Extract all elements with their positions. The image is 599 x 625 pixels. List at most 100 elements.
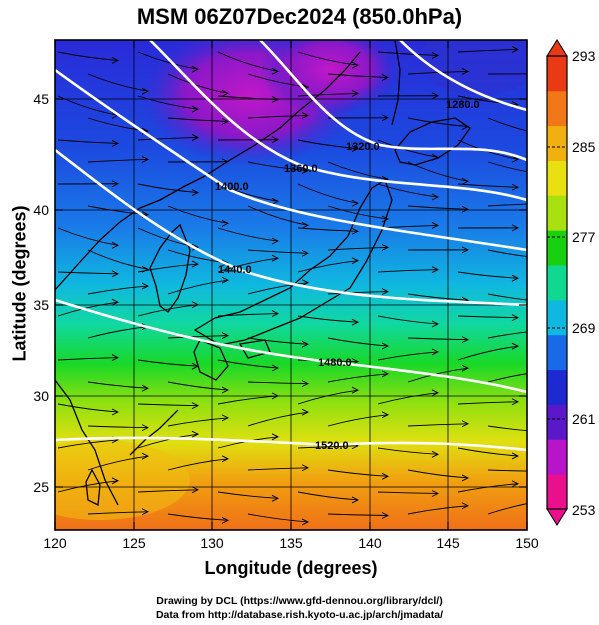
streamline (57, 301, 119, 317)
contour-label-1400: 1400.0 (215, 181, 249, 193)
streamline (457, 401, 519, 405)
streamline (457, 271, 519, 279)
streamline (217, 51, 279, 72)
streamline-arrow (141, 452, 150, 460)
streamline (377, 447, 439, 455)
streamline (457, 183, 519, 188)
streamline-arrow (351, 227, 360, 235)
contour-1480 (55, 298, 527, 394)
streamline (407, 469, 469, 479)
streamline-arrow (111, 408, 120, 416)
coast-china-east (55, 175, 206, 291)
streamline (487, 469, 527, 472)
streamline-arrow (271, 136, 280, 144)
streamline-arrow (271, 433, 280, 441)
streamline-arrow (431, 52, 440, 59)
streamline (87, 381, 149, 389)
streamline-arrow (511, 314, 520, 322)
streamline (87, 249, 149, 270)
streamline (377, 139, 439, 158)
streamline-arrow (271, 237, 280, 245)
streamline (377, 392, 439, 405)
x-tick-label: 125 (122, 535, 146, 551)
streamline-arrow (191, 105, 200, 113)
streamline (297, 183, 359, 204)
x-tick-label: 145 (436, 535, 460, 551)
streamline-arrow (191, 402, 200, 410)
streamline (407, 293, 469, 301)
colorbar-tick-label: 269 (572, 320, 596, 336)
colorbar-tick-label: 253 (572, 502, 596, 518)
streamline-arrow (461, 246, 470, 254)
streamline-arrow (511, 452, 520, 460)
streamline-arrow (511, 342, 520, 350)
streamline (297, 139, 359, 150)
cold-core-right (260, 40, 400, 115)
streamline-arrow (141, 508, 150, 516)
streamline (297, 260, 359, 273)
streamline (487, 425, 527, 432)
streamline (377, 51, 439, 56)
y-axis-ticks: 25 30 35 40 45 (33, 91, 527, 495)
contour-1320 (259, 40, 527, 162)
streamline-arrow (221, 455, 230, 463)
streamline (487, 503, 527, 515)
streamline (87, 455, 149, 471)
colorbar-segment (547, 195, 567, 231)
streamline-arrow (221, 414, 230, 422)
streamline-arrow (191, 243, 200, 251)
colorbar-arrow-top (546, 39, 568, 57)
streamline-arrow (111, 298, 120, 306)
streamline (457, 447, 519, 457)
streamline (247, 411, 309, 427)
coast-shikoku (238, 339, 271, 359)
streamline-arrow (271, 310, 280, 317)
streamline-arrow (271, 364, 280, 372)
contour-1280 (399, 40, 527, 112)
streamline (137, 304, 199, 317)
streamline-arrow (191, 65, 200, 73)
streamline (87, 159, 149, 163)
streamline-arrow (111, 270, 120, 278)
streamline-arrow (191, 301, 200, 309)
streamline-arrow (221, 89, 230, 97)
streamline-arrow (431, 266, 440, 273)
streamline-arrow (221, 259, 230, 267)
coast-hokkaido (394, 117, 471, 166)
streamline-arrow (351, 257, 360, 265)
streamline-arrow (221, 332, 230, 339)
streamline-arrow (431, 92, 440, 100)
streamline-arrow (511, 480, 520, 488)
map-title: MSM 06Z07Dec2024 (850.0hPa) (136, 4, 463, 29)
streamline (57, 51, 119, 61)
streamline-arrow (271, 392, 280, 400)
streamline-arrow (381, 288, 390, 295)
colorbar-segment (547, 125, 567, 161)
streamline-arrow (381, 512, 390, 519)
streamline (247, 205, 309, 226)
contour-label-1320: 1320.0 (346, 141, 380, 153)
credit-data: Data from http://database.rish.kyoto-u.a… (155, 609, 444, 621)
streamline (297, 445, 359, 449)
streamline-arrow (351, 145, 360, 152)
streamline-arrow (141, 384, 150, 392)
streamline (457, 49, 519, 53)
streamline-arrow (351, 199, 360, 207)
streamline (217, 257, 279, 273)
streamline (327, 337, 389, 347)
contour-1400 (55, 68, 527, 252)
streamline (377, 183, 439, 198)
streamline-arrow (511, 398, 520, 406)
streamline (407, 117, 469, 128)
x-tick-label: 120 (43, 535, 67, 551)
streamline (487, 373, 527, 383)
streamline (457, 139, 519, 160)
streamline (57, 357, 119, 361)
streamline-arrow (301, 249, 310, 257)
contour-label-1480: 1480.0 (318, 357, 352, 369)
streamline-arrow (111, 241, 120, 249)
streamline-arrow (351, 90, 360, 97)
streamline-arrow (511, 274, 520, 282)
streamline-arrow (461, 336, 470, 344)
streamline-arrow (431, 450, 440, 458)
